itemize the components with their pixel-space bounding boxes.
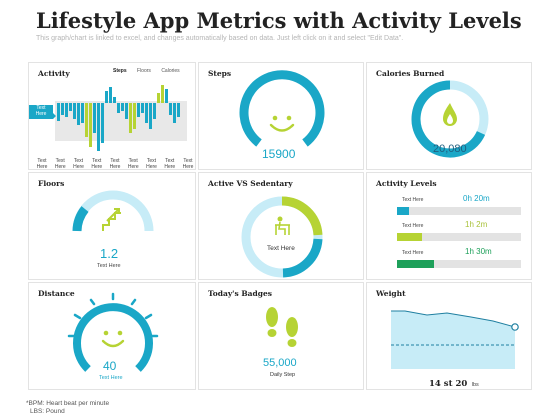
tab-steps[interactable]: Steps (113, 68, 127, 74)
smiley-icon (101, 330, 125, 348)
distance-title: Distance (38, 289, 75, 298)
activity-x-labels: Text Here Text Here Text Here Text Here … (35, 158, 195, 170)
tab-calories[interactable]: Calories (161, 68, 180, 74)
active-sedentary-caption: Text Here (267, 245, 295, 252)
weight-readout: 14 st 20 lbs (429, 373, 479, 391)
activity-tabs: Steps Floors Calories (104, 68, 180, 74)
tab-floors[interactable]: Floors (137, 68, 151, 74)
activity-title: Activity (38, 69, 70, 78)
active-sedentary-title: Active VS Sedentary (208, 179, 293, 188)
weight-endpoint (511, 323, 519, 331)
x-label: Text Here (73, 158, 84, 170)
floors-title: Floors (38, 179, 65, 188)
x-label: Text Here (36, 158, 48, 170)
level-row-label: Text Here (402, 223, 424, 229)
level-row-value: 1h 30m (465, 247, 492, 256)
page-subtitle: This graph/chart is linked to excel, and… (36, 35, 404, 42)
steps-card: Steps 15900 (198, 62, 364, 170)
level-row-value: 0h 20m (463, 194, 490, 203)
floors-gauge (72, 206, 89, 232)
weight-card: Weight 14 st 20 lbs (366, 282, 532, 390)
active-sedentary-card: Active VS Sedentary Text Here (198, 172, 364, 280)
level-row-label: Text Here (402, 250, 424, 256)
level-track (397, 233, 521, 241)
x-label: Text Here (91, 158, 103, 170)
level-row-value: 1h 2m (465, 220, 488, 229)
sedentary-segment (282, 238, 323, 278)
smiley-icon (269, 115, 295, 132)
calories-title: Calories Burned (376, 69, 445, 78)
steps-gauge (239, 70, 325, 147)
calories-gauge (411, 80, 486, 158)
footer-line-1: *BPM: Heart beat per minute (26, 400, 110, 407)
x-label: Text Here (127, 158, 139, 170)
x-label: Text Here (182, 158, 194, 170)
person-desk-icon (275, 216, 290, 235)
active-segment (281, 196, 323, 236)
activity-levels-card: Activity Levels Text Here 0h 20m Text He… (366, 172, 532, 280)
page-title: Lifestyle App Metrics with Activity Leve… (36, 8, 522, 33)
activity-levels-title: Activity Levels (376, 179, 437, 188)
calories-value: 20,080 (433, 143, 467, 155)
badges-caption: Daily Step (270, 372, 296, 378)
floors-value: 1.2 (100, 246, 119, 261)
steps-title: Steps (208, 69, 232, 78)
weight-value: 14 st 20 (429, 379, 468, 389)
footprints-icon (266, 307, 298, 347)
level-row-label: Text Here (402, 197, 424, 203)
x-label: Text Here (164, 158, 176, 170)
weight-title: Weight (376, 289, 406, 298)
stairs-icon (102, 208, 121, 231)
x-label: Text Here (54, 158, 66, 170)
distance-value: 40 (103, 359, 117, 373)
x-label: Text Here (109, 158, 121, 170)
activity-callout (29, 105, 56, 119)
distance-card: Distance 40 Text Here (28, 282, 196, 390)
weight-unit: lbs (471, 382, 479, 388)
steps-value: 15900 (262, 147, 296, 161)
activity-callout-label: Text Here (35, 105, 47, 117)
activity-bar-chart (29, 85, 187, 151)
distance-caption: Text Here (99, 375, 123, 381)
floors-caption: Text Here (97, 263, 121, 269)
calories-card: Calories Burned 20,080 (366, 62, 532, 170)
activity-bars (57, 85, 180, 151)
weight-chart (391, 310, 519, 369)
level-fill (397, 207, 410, 215)
badges-card: Today's Badges 55,000 Daily Step (198, 282, 364, 390)
level-fill (397, 233, 422, 241)
distance-ticks (67, 292, 159, 338)
level-track (397, 207, 521, 215)
badges-title: Today's Badges (208, 289, 272, 298)
x-label: Text Here (146, 158, 157, 170)
floors-card: Floors 1.2 Text Here (28, 172, 196, 280)
activity-card: Activity Steps Floors Calories (28, 62, 196, 170)
footer-notes: *BPM: Heart beat per minute LBS: Pound (26, 400, 109, 416)
level-fill (397, 260, 435, 268)
distance-gauge (73, 303, 153, 372)
level-track (397, 260, 521, 268)
badges-value: 55,000 (263, 357, 297, 369)
footer-line-2: LBS: Pound (30, 408, 65, 415)
